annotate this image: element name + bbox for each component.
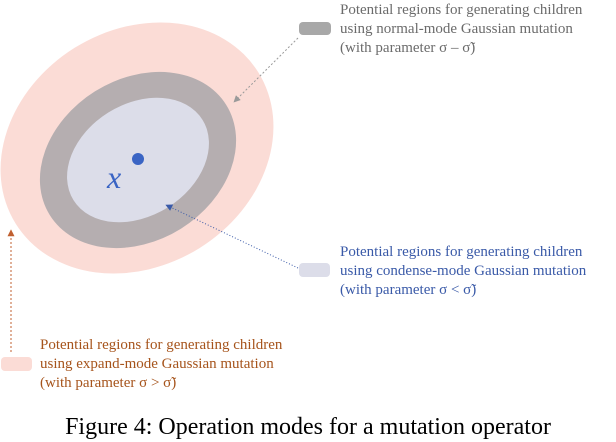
condense-mode-arrow	[165, 204, 299, 269]
condense-mode-legend-line2: using condense-mode Gaussian mutation	[340, 263, 587, 279]
figure-caption: Figure 4: Operation modes for a mutation…	[65, 414, 551, 440]
normal-mode-legend-line3: (with parameter σ – σ̃)	[340, 40, 476, 56]
normal-mode-legend-line1: Potential regions for generating childre…	[340, 2, 583, 18]
condense-mode-swatch	[299, 263, 330, 277]
normal-mode-legend: Potential regions for generating childre…	[340, 1, 582, 58]
mutation-modes-diagram	[0, 22, 299, 352]
expand-mode-swatch	[1, 357, 32, 371]
normal-mode-arrow	[233, 37, 299, 103]
expand-mode-legend-line3: (with parameter σ > σ̃)	[40, 375, 177, 391]
expand-mode-legend-line1: Potential regions for generating childre…	[40, 337, 283, 353]
center-label: x	[107, 159, 122, 195]
normal-mode-swatch	[299, 22, 331, 35]
condense-mode-legend: Potential regions for generating childre…	[340, 243, 586, 300]
condense-mode-legend-line1: Potential regions for generating childre…	[340, 244, 583, 260]
normal-mode-legend-line2: using normal-mode Gaussian mutation	[340, 21, 573, 37]
condense-mode-legend-line3: (with parameter σ < σ̃)	[340, 282, 477, 298]
expand-mode-legend-line2: using expand-mode Gaussian mutation	[40, 356, 274, 372]
center-point	[132, 153, 144, 165]
expand-mode-legend: Potential regions for generating childre…	[40, 336, 282, 393]
